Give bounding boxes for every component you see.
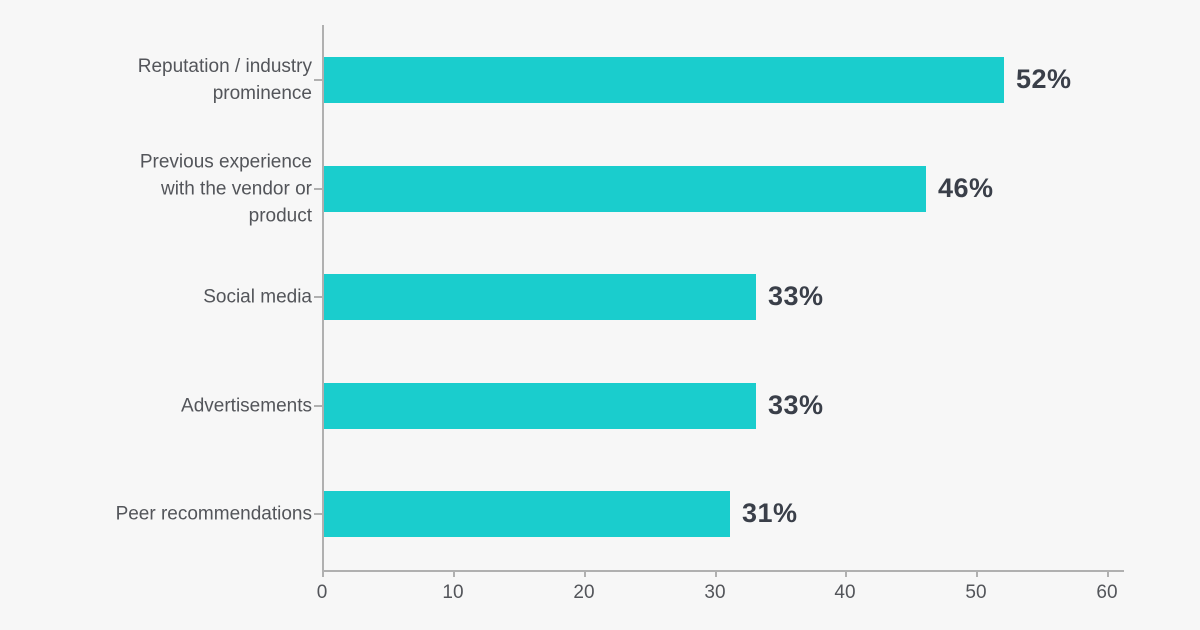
- category-label-line: product: [248, 205, 312, 227]
- category-label: Peer recommendations: [102, 501, 312, 528]
- category-label: Social media: [102, 284, 312, 311]
- category-label: Reputation / industry prominence: [102, 53, 312, 107]
- category-label: Advertisements: [102, 393, 312, 420]
- bar: [324, 166, 926, 212]
- x-tick-mark: [715, 570, 717, 577]
- x-tick-mark: [584, 570, 586, 577]
- value-label: 52%: [1016, 63, 1072, 94]
- x-tick-label: 50: [965, 582, 987, 603]
- category-label: Previous experience with the vendor or pro…: [102, 149, 312, 230]
- category-label-line: Reputation / industry: [137, 56, 312, 77]
- category-label-line: Previous experience: [139, 151, 312, 173]
- category-label-line: prominence: [212, 83, 312, 104]
- x-tick-label: 0: [316, 582, 328, 603]
- x-axis-line: [322, 570, 1124, 572]
- bar: [324, 383, 756, 429]
- value-label: 33%: [768, 280, 824, 311]
- bar: [324, 491, 730, 537]
- y-axis-line: [322, 25, 324, 571]
- bar: [324, 57, 1004, 103]
- y-tick-mark: [314, 188, 322, 190]
- x-tick-label: 10: [442, 582, 464, 603]
- x-tick-label: 30: [704, 582, 726, 603]
- x-tick-label: 60: [1096, 582, 1118, 603]
- x-tick-label: 20: [573, 582, 595, 603]
- x-tick-label: 40: [834, 582, 856, 603]
- x-tick-mark: [322, 570, 324, 577]
- value-label: 31%: [742, 497, 798, 528]
- y-tick-mark: [314, 296, 322, 298]
- bar: [324, 274, 756, 320]
- category-label-line: Advertisements: [181, 395, 312, 417]
- y-tick-mark: [314, 79, 322, 81]
- x-tick-mark: [1107, 570, 1109, 577]
- category-label-line: with the vendor or: [160, 178, 312, 200]
- value-label: 46%: [938, 172, 994, 203]
- x-tick-mark: [845, 570, 847, 577]
- x-tick-mark: [976, 570, 978, 577]
- y-tick-mark: [314, 513, 322, 515]
- category-label-line: Peer recommendations: [115, 503, 312, 525]
- x-tick-mark: [453, 570, 455, 577]
- category-label-line: Social media: [203, 286, 312, 308]
- y-tick-mark: [314, 405, 322, 407]
- value-label: 33%: [768, 389, 824, 420]
